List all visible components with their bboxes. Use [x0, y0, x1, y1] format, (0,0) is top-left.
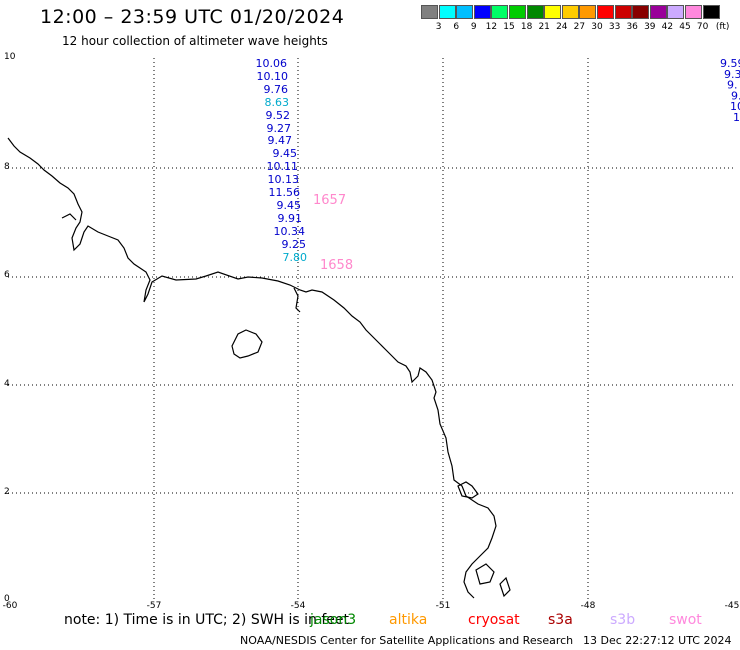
- swh-value-label: 7.80: [282, 250, 308, 264]
- legend-label: 21: [538, 22, 550, 32]
- legend-swatch: [614, 5, 632, 19]
- legend-swatch: [544, 5, 562, 19]
- legend-unit: (ft): [715, 22, 730, 32]
- satellite-label-altika: altika: [389, 612, 428, 628]
- legend-swatch: [632, 5, 650, 19]
- edge-swh-value-label: 10: [730, 100, 740, 113]
- legend-label: 33: [608, 22, 621, 32]
- lon-tick-label: -48: [580, 601, 596, 611]
- swh-value-label: 9.25: [281, 237, 307, 251]
- legend-label: 9: [470, 22, 477, 32]
- swh-value-label: 9.91: [277, 211, 303, 225]
- edge-observations: 9.599.39.9.101: [720, 57, 740, 124]
- swh-value-label: 11.56: [268, 186, 301, 199]
- legend-swatch: [649, 5, 667, 19]
- swh-value-label: 9.45: [276, 198, 302, 212]
- coastline-guianas: [7, 137, 497, 599]
- satellite-label-cryosat: cryosat: [468, 612, 520, 628]
- swh-value-label: 10.13: [267, 173, 300, 187]
- swh-value-label: 9.27: [266, 121, 292, 135]
- edge-swh-value-label: 1: [733, 111, 740, 124]
- lon-tick-label: -54: [290, 601, 306, 611]
- generation-timestamp: 13 Dec 22:27:12 UTC 2024: [583, 634, 732, 647]
- satellite-label-s3a: s3a: [548, 612, 573, 628]
- lon-tick-label: -60: [2, 601, 18, 611]
- legend-swatch: [685, 5, 702, 19]
- lat-tick-label: 0: [4, 594, 10, 604]
- legend-swatch: [456, 5, 474, 19]
- legend-swatch: [702, 5, 720, 19]
- lat-tick-label: 10: [4, 52, 16, 62]
- legend-swatch: [667, 5, 685, 19]
- credit-line: NOAA/NESDIS Center for Satellite Applica…: [240, 634, 574, 647]
- edge-swh-value-label: 9.3: [724, 68, 740, 81]
- legend-swatch: [526, 5, 544, 19]
- swh-value-label: 9.45: [272, 147, 298, 161]
- legend-label: 6: [453, 22, 460, 32]
- legend-swatch: [597, 5, 614, 19]
- lon-tick-label: -51: [435, 601, 451, 611]
- swh-value-label: 9.52: [265, 108, 291, 122]
- edge-swh-value-label: 9.: [727, 79, 738, 92]
- edge-swh-value-label: 9.: [731, 89, 740, 102]
- coastline-river: [61, 213, 301, 313]
- swh-value-label: 10.06: [255, 57, 288, 70]
- lat-tick-label: 6: [4, 270, 10, 280]
- legend-label: 45: [679, 22, 691, 32]
- swh-value-label: 9.47: [267, 134, 293, 148]
- swh-value-label: 10.11: [266, 160, 299, 174]
- coastline-islands: [231, 329, 511, 598]
- legend-swatch: [473, 5, 491, 19]
- legend-swatch: [438, 5, 456, 19]
- satellite-label-s3b: s3b: [610, 612, 636, 628]
- edge-swh-value-label: 9.59: [720, 57, 740, 70]
- satellite-label-swot: swot: [669, 612, 702, 628]
- legend-label: 3: [435, 22, 442, 32]
- legend-swatch: [561, 5, 579, 19]
- legend-label: 70: [696, 22, 709, 32]
- time-tag: 1657: [313, 193, 347, 208]
- swh-value-label: 8.63: [264, 95, 290, 109]
- legend-label: 27: [573, 22, 586, 32]
- legend-swatch: [579, 5, 597, 19]
- footer-note: note: 1) Time is in UTC; 2) SWH is in fe…: [64, 612, 350, 628]
- map-subtitle: 12 hour collection of altimeter wave hei…: [62, 34, 328, 48]
- time-tag: 1658: [320, 258, 354, 273]
- legend-label: 36: [626, 22, 638, 32]
- swh-value-label: 10.34: [273, 224, 306, 238]
- legend-swatch: [509, 5, 526, 19]
- lat-tick-label: 2: [4, 487, 10, 497]
- legend-label: 24: [556, 22, 568, 32]
- lat-lon-grid: [8, 58, 733, 599]
- legend-label: 15: [503, 22, 515, 32]
- legend-swatch: [491, 5, 509, 19]
- legend-label: 39: [644, 22, 656, 32]
- legend-label: 42: [661, 22, 674, 32]
- map-title: 12:00 – 23:59 UTC 01/20/2024: [40, 6, 345, 28]
- legend-label: 12: [485, 22, 498, 32]
- legend-label: 18: [520, 22, 533, 32]
- swh-value-label: 9.76: [263, 82, 289, 96]
- coastline: [7, 137, 511, 599]
- lat-tick-label: 4: [4, 379, 10, 389]
- legend-label: 30: [591, 22, 603, 32]
- satellite-label-jason3: jason3: [310, 612, 357, 628]
- legend-swatch: [421, 5, 438, 19]
- lon-tick-label: -45: [724, 601, 740, 611]
- lat-tick-label: 8: [4, 162, 10, 172]
- lon-tick-label: -57: [146, 601, 162, 611]
- swh-value-label: 10.10: [256, 69, 289, 83]
